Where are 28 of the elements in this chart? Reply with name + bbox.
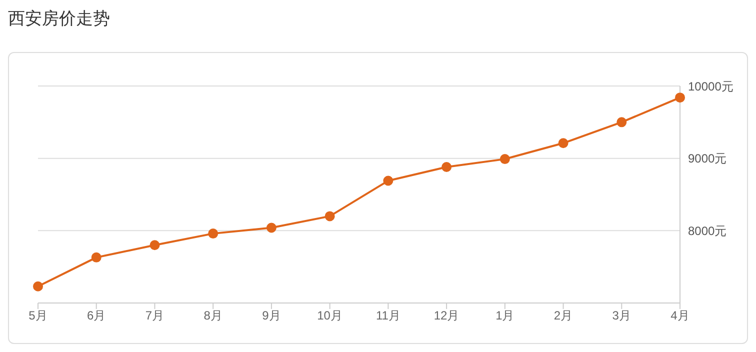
- point: [150, 240, 160, 250]
- x-tick-label: 4月: [670, 308, 690, 323]
- x-tick-label: 1月: [496, 308, 514, 323]
- x-tick-label: 11月: [376, 308, 400, 323]
- point: [208, 228, 218, 239]
- x-tick-label: 12月: [434, 308, 460, 323]
- x-tick-label: 9月: [262, 308, 281, 323]
- y-tick-label: 10000元: [688, 79, 734, 94]
- point: [500, 154, 510, 164]
- x-tick-label: 7月: [145, 308, 164, 323]
- x-tick-label: 8月: [204, 308, 222, 323]
- point: [324, 211, 335, 222]
- y-tick-label: 8000元: [688, 224, 727, 238]
- point: [558, 138, 568, 148]
- x-tick-label: 3月: [612, 308, 631, 323]
- y-tick-label: 9000元: [688, 152, 727, 166]
- x-tick-label: 10月: [317, 308, 342, 323]
- point: [383, 176, 394, 186]
- x-tick-label: 2月: [554, 308, 573, 323]
- chart-title: 西安房价走势: [8, 8, 111, 30]
- point: [33, 281, 43, 292]
- x-tick-label: 5月: [28, 308, 48, 323]
- point: [675, 92, 685, 103]
- point: [442, 162, 452, 172]
- x-tick-label: 6月: [87, 308, 106, 323]
- point: [616, 117, 627, 128]
- point: [266, 222, 276, 233]
- point: [91, 252, 102, 262]
